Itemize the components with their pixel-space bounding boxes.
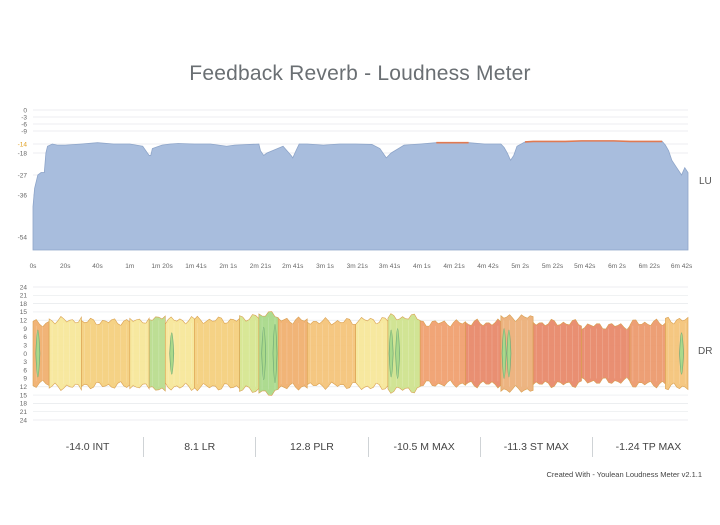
dr-band-segment: [629, 318, 666, 389]
dr-peak-spike: [501, 328, 507, 379]
dr-y-tick-label: 3: [23, 359, 27, 366]
lu-x-tick-label: 5m 2s: [511, 263, 529, 270]
page-title: Feedback Reverb - Loudness Meter: [189, 62, 531, 85]
stat-loudness-range: 8.1 LR: [144, 437, 257, 457]
dr-y-tick-label: 24: [20, 284, 28, 291]
dr-y-tick-label: 18: [20, 301, 28, 308]
lu-x-tick-label: 1m 20s: [151, 263, 173, 270]
dr-band-segment: [532, 318, 582, 389]
lu-x-tick-label: 2m 1s: [219, 263, 237, 270]
dr-peak-spike: [679, 332, 684, 375]
dr-band-segment: [306, 317, 356, 390]
dr-y-tick-label: 15: [20, 309, 28, 316]
lu-loudness-fill: [32, 140, 689, 251]
lu-x-tick-label: 20s: [60, 263, 71, 270]
lu-y-tick-label: 0: [23, 107, 27, 114]
dr-band-segment: [419, 319, 466, 388]
dr-peak-spike: [35, 329, 41, 378]
lu-x-tick-label: 3m 41s: [379, 263, 401, 270]
dr-band-segment: [465, 318, 502, 389]
dr-y-tick-label: 0: [23, 351, 27, 358]
stat-momentary-max: -10.5 M MAX: [369, 437, 481, 457]
dr-peak-spike: [169, 332, 175, 375]
lu-y-tick-label: -54: [18, 234, 28, 241]
dr-peak-spike: [388, 329, 394, 378]
lu-x-axis: 0s 20s 40s 1m 1m 20s 1m 41s 2m 1s 2m 21s 2m 41s 3…: [30, 263, 693, 270]
lu-x-tick-label: 4m 21s: [443, 263, 465, 270]
dr-y-tick-label: 6: [23, 367, 27, 374]
stat-short-term-max: -11.3 ST MAX: [481, 437, 593, 457]
stat-integrated: -14.0 INT: [32, 437, 145, 457]
dr-y-tick-label: 3: [23, 342, 27, 349]
lu-x-tick-label: 4m 42s: [477, 263, 499, 270]
stat-true-peak-max: -1.24 TP MAX: [615, 441, 682, 453]
dr-y-tick-label: 24: [20, 417, 28, 424]
dr-band-segment: [48, 315, 82, 392]
stats-bar: -14.0 INT 8.1 LR 12.8 PLR -10.5 M MAX -1…: [32, 436, 704, 458]
lu-y-tick-label: -36: [18, 192, 28, 199]
dr-band-segment: [665, 316, 689, 391]
dr-y-tick-label: 21: [20, 293, 28, 300]
dr-band-segment: [277, 316, 308, 391]
dr-dynamic-range-area: [32, 311, 689, 396]
dr-y-tick-label: 18: [20, 401, 28, 408]
lu-y-tick-label: -18: [18, 150, 28, 157]
lu-y-tick-label: -9: [21, 128, 27, 135]
dr-y-tick-label: 15: [20, 392, 28, 399]
lu-x-tick-label: 40s: [92, 263, 103, 270]
lu-x-tick-label: 3m 1s: [316, 263, 334, 270]
dr-band-segment: [194, 315, 240, 392]
dr-y-tick-label: 9: [23, 376, 27, 383]
dr-y-tick-label: 9: [23, 326, 27, 333]
lu-x-tick-label: 1m: [125, 263, 134, 270]
lu-x-tick-label: 2m 41s: [282, 263, 304, 270]
lu-x-tick-label: 5m 42s: [574, 263, 596, 270]
dr-y-tick-label: 21: [20, 409, 28, 416]
dr-band-segment: [148, 315, 166, 392]
dr-band-segment: [81, 317, 131, 390]
lu-x-tick-label: 6m 42s: [671, 263, 693, 270]
lu-loudness-area: [32, 140, 689, 251]
lu-x-tick-label: 6m 22s: [639, 263, 661, 270]
dr-peak-spike: [261, 327, 267, 380]
lu-x-tick-label: 2m 21s: [250, 263, 272, 270]
lu-side-label: LU: [699, 176, 712, 187]
dr-peak-spike: [395, 328, 400, 379]
dr-band-segment: [387, 313, 421, 394]
lu-y-tick-label: -27: [18, 172, 28, 179]
dr-peak-spike: [506, 329, 512, 378]
lu-y-tick-label: -3: [21, 114, 27, 121]
dr-y-tick-label: 12: [20, 318, 28, 325]
lu-x-tick-label: 5m 22s: [542, 263, 564, 270]
lu-y-axis: 0-3-6-9 -14 -18 -27 -36 -54: [18, 107, 28, 241]
lu-x-tick-label: 4m 1s: [413, 263, 431, 270]
lu-y-tick-label: -6: [21, 121, 27, 128]
dr-y-tick-label: 12: [20, 384, 28, 391]
dr-side-label: DR: [698, 346, 712, 357]
stat-plr: 12.8 PLR: [256, 437, 369, 457]
lu-x-tick-label: 3m 21s: [347, 263, 369, 270]
dr-y-tick-label: 6: [23, 334, 27, 341]
lu-y-tick-label: -14: [18, 141, 28, 148]
lu-x-tick-label: 6m 2s: [608, 263, 626, 270]
lu-x-tick-label: 0s: [30, 263, 38, 270]
dr-band-segment: [32, 319, 50, 388]
lu-over-threshold-line: [525, 140, 663, 143]
credit-text: Created With - Youlean Loudness Meter v2…: [546, 470, 702, 479]
dr-band-segment: [129, 317, 150, 390]
dr-band-segment: [355, 317, 389, 390]
lu-x-tick-label: 1m 41s: [185, 263, 207, 270]
dr-band-segment: [581, 323, 631, 384]
dr-peak-spike: [272, 324, 278, 383]
